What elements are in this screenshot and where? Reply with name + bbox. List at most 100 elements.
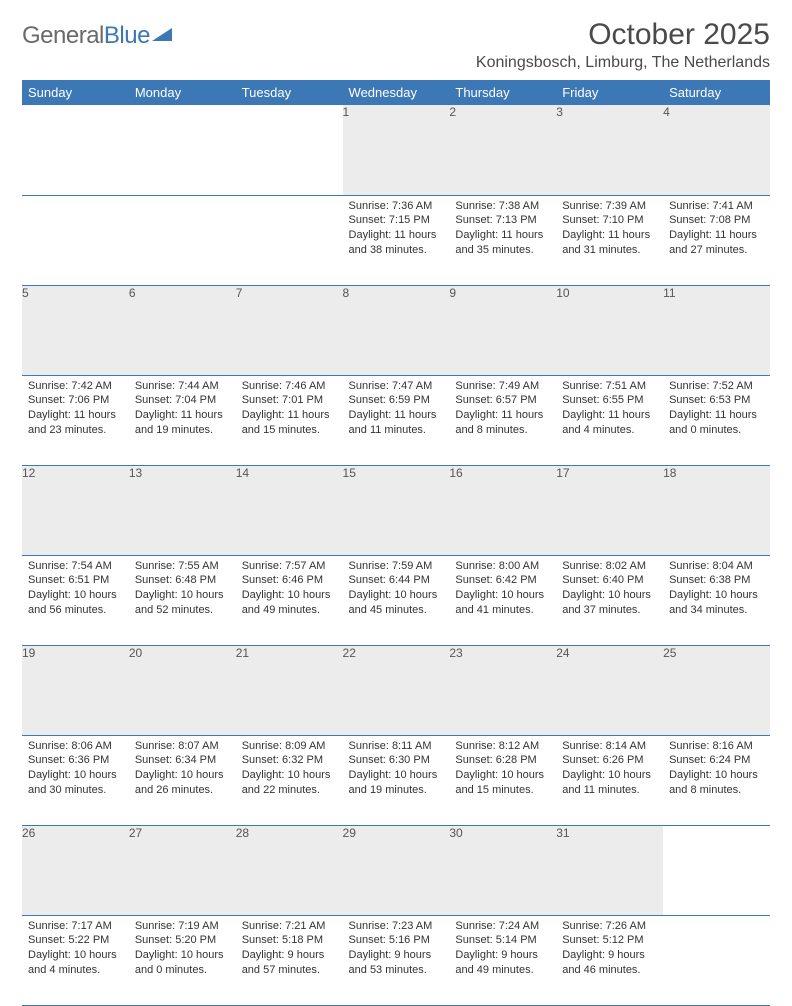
day-number: 9 [449,285,556,375]
sunset-text: Sunset: 6:42 PM [455,573,550,588]
daylight-text: Daylight: 9 hours and 53 minutes. [349,948,444,978]
day-number: 19 [22,645,129,735]
day-number [129,105,236,195]
day-number: 14 [236,465,343,555]
day-number [663,825,770,915]
sunrise-text: Sunrise: 7:57 AM [242,559,337,574]
week-0-daynum-row: 1234 [22,105,770,195]
day-number [236,105,343,195]
day-cell-body: Sunrise: 8:11 AMSunset: 6:30 PMDaylight:… [343,736,450,804]
sunrise-text: Sunrise: 7:55 AM [135,559,230,574]
day-number: 2 [449,105,556,195]
sunrise-text: Sunrise: 7:41 AM [669,199,764,214]
day-cell-body: Sunrise: 8:14 AMSunset: 6:26 PMDaylight:… [556,736,663,804]
day-number: 3 [556,105,663,195]
sunset-text: Sunset: 7:10 PM [562,213,657,228]
day-number: 11 [663,285,770,375]
week-0-body-row: Sunrise: 7:36 AMSunset: 7:15 PMDaylight:… [22,195,770,285]
day-cell: Sunrise: 7:54 AMSunset: 6:51 PMDaylight:… [22,555,129,645]
day-number: 7 [236,285,343,375]
month-title: October 2025 [476,18,770,52]
weekday-header-tuesday: Tuesday [236,80,343,105]
sunrise-text: Sunrise: 8:02 AM [562,559,657,574]
day-cell: Sunrise: 7:39 AMSunset: 7:10 PMDaylight:… [556,195,663,285]
day-cell: Sunrise: 7:51 AMSunset: 6:55 PMDaylight:… [556,375,663,465]
sunrise-text: Sunrise: 7:46 AM [242,379,337,394]
day-number: 26 [22,825,129,915]
daylight-text: Daylight: 10 hours and 8 minutes. [669,768,764,798]
day-cell: Sunrise: 7:26 AMSunset: 5:12 PMDaylight:… [556,915,663,1005]
calendar-page: GeneralBlue October 2025 Koningsbosch, L… [0,0,792,1006]
day-number: 12 [22,465,129,555]
sunrise-text: Sunrise: 7:17 AM [28,919,123,934]
day-cell: Sunrise: 8:09 AMSunset: 6:32 PMDaylight:… [236,735,343,825]
week-3-body-row: Sunrise: 8:06 AMSunset: 6:36 PMDaylight:… [22,735,770,825]
day-cell-body: Sunrise: 7:36 AMSunset: 7:15 PMDaylight:… [343,196,450,264]
sunset-text: Sunset: 6:28 PM [455,753,550,768]
daylight-text: Daylight: 10 hours and 49 minutes. [242,588,337,618]
day-cell [663,915,770,1005]
sunset-text: Sunset: 6:44 PM [349,573,444,588]
day-number: 13 [129,465,236,555]
daylight-text: Daylight: 10 hours and 45 minutes. [349,588,444,618]
daylight-text: Daylight: 10 hours and 15 minutes. [455,768,550,798]
sunset-text: Sunset: 7:06 PM [28,393,123,408]
day-cell: Sunrise: 7:59 AMSunset: 6:44 PMDaylight:… [343,555,450,645]
day-cell: Sunrise: 7:23 AMSunset: 5:16 PMDaylight:… [343,915,450,1005]
day-cell-body: Sunrise: 7:57 AMSunset: 6:46 PMDaylight:… [236,556,343,624]
day-number: 6 [129,285,236,375]
day-cell: Sunrise: 8:16 AMSunset: 6:24 PMDaylight:… [663,735,770,825]
daylight-text: Daylight: 11 hours and 23 minutes. [28,408,123,438]
sunrise-text: Sunrise: 7:42 AM [28,379,123,394]
sunrise-text: Sunrise: 8:12 AM [455,739,550,754]
weekday-header-monday: Monday [129,80,236,105]
sunset-text: Sunset: 6:53 PM [669,393,764,408]
day-cell-body: Sunrise: 7:47 AMSunset: 6:59 PMDaylight:… [343,376,450,444]
day-cell-body: Sunrise: 8:04 AMSunset: 6:38 PMDaylight:… [663,556,770,624]
day-number: 25 [663,645,770,735]
day-number: 18 [663,465,770,555]
day-number: 31 [556,825,663,915]
sunrise-text: Sunrise: 7:59 AM [349,559,444,574]
sunrise-text: Sunrise: 7:39 AM [562,199,657,214]
sunset-text: Sunset: 5:22 PM [28,933,123,948]
sunrise-text: Sunrise: 8:16 AM [669,739,764,754]
sunset-text: Sunset: 5:18 PM [242,933,337,948]
day-number: 23 [449,645,556,735]
day-cell: Sunrise: 8:00 AMSunset: 6:42 PMDaylight:… [449,555,556,645]
day-cell-body: Sunrise: 7:42 AMSunset: 7:06 PMDaylight:… [22,376,129,444]
daylight-text: Daylight: 11 hours and 11 minutes. [349,408,444,438]
day-number: 1 [343,105,450,195]
sunset-text: Sunset: 6:48 PM [135,573,230,588]
sunset-text: Sunset: 6:26 PM [562,753,657,768]
daylight-text: Daylight: 10 hours and 4 minutes. [28,948,123,978]
day-number: 15 [343,465,450,555]
sunset-text: Sunset: 7:08 PM [669,213,764,228]
day-cell-body: Sunrise: 7:38 AMSunset: 7:13 PMDaylight:… [449,196,556,264]
day-number: 21 [236,645,343,735]
day-cell-body [236,196,343,205]
day-cell: Sunrise: 7:49 AMSunset: 6:57 PMDaylight:… [449,375,556,465]
sunset-text: Sunset: 6:59 PM [349,393,444,408]
sunrise-text: Sunrise: 7:54 AM [28,559,123,574]
sunrise-text: Sunrise: 7:21 AM [242,919,337,934]
day-cell-body: Sunrise: 7:41 AMSunset: 7:08 PMDaylight:… [663,196,770,264]
day-cell-body: Sunrise: 7:17 AMSunset: 5:22 PMDaylight:… [22,916,129,984]
day-cell: Sunrise: 7:55 AMSunset: 6:48 PMDaylight:… [129,555,236,645]
weekday-header-sunday: Sunday [22,80,129,105]
day-cell: Sunrise: 7:52 AMSunset: 6:53 PMDaylight:… [663,375,770,465]
sunset-text: Sunset: 6:36 PM [28,753,123,768]
daylight-text: Daylight: 10 hours and 22 minutes. [242,768,337,798]
day-cell-body [129,196,236,205]
day-cell: Sunrise: 8:04 AMSunset: 6:38 PMDaylight:… [663,555,770,645]
sunrise-text: Sunrise: 7:44 AM [135,379,230,394]
sunset-text: Sunset: 5:20 PM [135,933,230,948]
sunrise-text: Sunrise: 7:51 AM [562,379,657,394]
day-cell: Sunrise: 7:42 AMSunset: 7:06 PMDaylight:… [22,375,129,465]
day-cell-body [22,196,129,205]
day-cell-body: Sunrise: 7:26 AMSunset: 5:12 PMDaylight:… [556,916,663,984]
sunrise-text: Sunrise: 7:52 AM [669,379,764,394]
sunrise-text: Sunrise: 8:14 AM [562,739,657,754]
day-number: 8 [343,285,450,375]
week-1-daynum-row: 567891011 [22,285,770,375]
